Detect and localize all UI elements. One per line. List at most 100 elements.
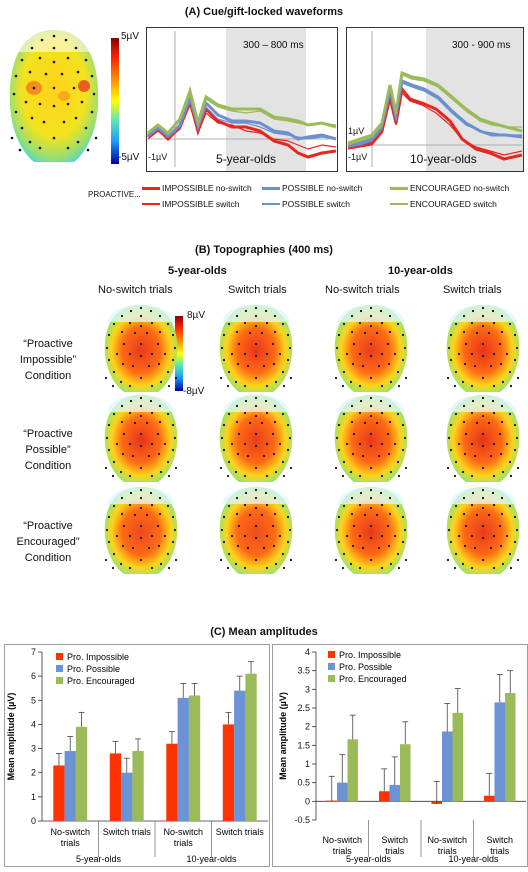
panel-5yo-y-label: -1µV: [148, 152, 168, 162]
legend-item: IMPOSSIBLE no-switch: [142, 183, 252, 193]
row-label-impossible: “Proactive Impossible” Condition: [19, 338, 77, 382]
section-c-title: (C) Mean amplitudes: [210, 626, 318, 638]
bar: [109, 753, 122, 821]
legend-swatch: [328, 663, 335, 670]
panel-10yo-y-label: -1µV: [348, 152, 368, 162]
category-label: trials: [333, 846, 353, 856]
bar: [177, 697, 189, 821]
legend-item: ENCOURAGED switch: [390, 199, 497, 209]
category-label: No-switch: [322, 835, 362, 845]
color-scale-a: [111, 38, 119, 164]
section-b-title: (B) Topographies (400 ms): [195, 244, 333, 256]
category-label: trials: [174, 838, 194, 848]
y-tick-label: 0: [305, 796, 310, 806]
col-5yo-noswitch: No-switch trials: [98, 284, 173, 296]
y-tick-label: 7: [31, 647, 36, 657]
legend-swatch: [390, 203, 408, 205]
category-label: Switch: [486, 835, 513, 845]
y-tick-label: 3: [31, 744, 36, 754]
legend-swatch: [390, 186, 408, 190]
bar: [121, 772, 133, 821]
legend-label: Pro. Impossible: [67, 652, 129, 662]
bar-chart-500-800: -0.5 0 0.5 1 1.5 2 2.5 3 3.5 4 Mean amplitude (µV)…: [272, 644, 528, 872]
group-10yo-label: 10-year-olds: [388, 265, 453, 277]
category-label: Switch trials: [216, 827, 265, 837]
y-tick-label: 6: [31, 671, 36, 681]
category-label: trials: [490, 846, 510, 856]
panel-10yo-y-top-label: 1µV: [348, 126, 365, 136]
legend-swatch: [56, 653, 63, 660]
bar: [452, 712, 463, 802]
legend-label: Pro. Possible: [67, 664, 120, 674]
category-label: Switch trials: [103, 827, 152, 837]
scale-a-top-label: 5µV: [121, 31, 139, 42]
legend-item: POSSIBLE no-switch: [262, 183, 362, 193]
legend-swatch: [56, 677, 63, 684]
waveform-panel-10yo: [346, 27, 524, 172]
category-label: No-switch: [427, 835, 467, 845]
y-tick-label: 3.5: [297, 666, 310, 676]
legend-swatch: [328, 651, 335, 658]
bar-chart-svg: -0.5 0 0.5 1 1.5 2 2.5 3 3.5 4 Mean amplitude (µV)…: [272, 644, 528, 872]
legend-label: Pro. Encouraged: [339, 674, 407, 684]
legend-swatch: [262, 186, 280, 190]
group-label: 10-year-olds: [448, 854, 499, 864]
group-label: 5-year-olds: [346, 854, 392, 864]
topo-head: [104, 487, 178, 574]
bar: [389, 784, 400, 802]
bar: [337, 782, 348, 802]
y-tick-label: 1: [31, 792, 36, 802]
topo-head: [219, 395, 293, 482]
legend-label: POSSIBLE switch: [282, 199, 351, 209]
legend-item: POSSIBLE switch: [262, 199, 350, 209]
legend-prefix: PROACTIVE...: [88, 190, 141, 199]
topo-head-large: [9, 30, 99, 162]
y-tick-label: -0.5: [294, 815, 310, 825]
bar: [222, 724, 235, 821]
group-label: 10-year-olds: [186, 854, 237, 864]
topo-head: [104, 305, 178, 392]
y-tick-label: 1.5: [297, 740, 310, 750]
bar: [400, 744, 411, 802]
row-label-encouraged: “Proactive Encouraged” Condition: [16, 520, 80, 564]
y-axis-label: Mean amplitude (µV): [278, 692, 288, 780]
y-axis-label: Mean amplitude (µV): [6, 693, 16, 781]
bar: [505, 693, 516, 802]
legend-label: Pro. Encouraged: [67, 676, 135, 686]
topo-head: [446, 305, 520, 392]
y-tick-label: 2: [305, 722, 310, 732]
col-10yo-switch: Switch trials: [443, 284, 502, 296]
color-scale-b: [175, 316, 183, 391]
y-tick-label: 1: [305, 759, 310, 769]
section-a-title: (A) Cue/gift-locked waveforms: [184, 6, 344, 18]
scale-b-top-label: 8µV: [187, 310, 205, 321]
bar: [64, 750, 76, 821]
bar: [234, 690, 246, 821]
bar-chart-300-500: 0 1 2 3 4 5 6 7 Mean amplitude (µV) No-switch tria…: [4, 644, 270, 872]
y-tick-label: 3: [305, 684, 310, 694]
legend-label: ENCOURAGED switch: [410, 199, 497, 209]
bar: [188, 695, 201, 821]
category-label: Switch: [381, 835, 408, 845]
legend-label: IMPOSSIBLE no-switch: [162, 183, 252, 193]
category-label: No-switch: [50, 827, 90, 837]
category-label: No-switch: [163, 827, 203, 837]
bar: [494, 702, 505, 802]
y-tick-label: 5: [31, 695, 36, 705]
bar: [53, 765, 65, 821]
bar: [166, 743, 178, 821]
waveform-panel-5yo: [146, 27, 338, 172]
topo-head: [334, 395, 408, 482]
topo-head: [219, 305, 293, 392]
panel-5yo-window-label: 300 – 800 ms: [243, 40, 304, 51]
bar: [132, 750, 144, 821]
panel-10yo-window-label: 300 - 900 ms: [452, 40, 511, 51]
topo-head: [104, 395, 178, 482]
row-label-possible: “Proactive Possible” Condition: [23, 428, 73, 472]
category-label: trials: [61, 838, 81, 848]
y-tick-label: 0.5: [297, 778, 310, 788]
bar: [484, 795, 495, 802]
legend-swatch: [56, 665, 63, 672]
category-label: trials: [438, 846, 458, 856]
